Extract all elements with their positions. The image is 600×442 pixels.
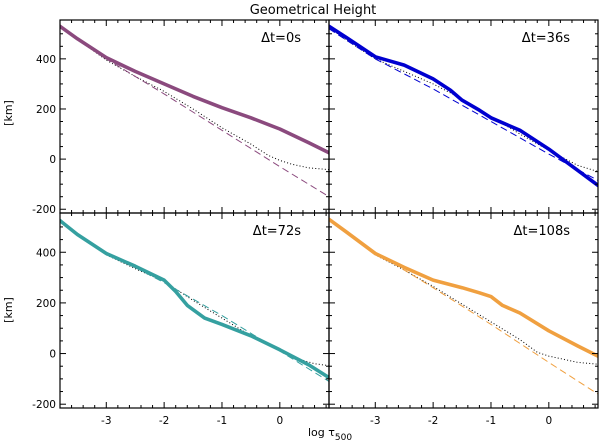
panel-4-lines [329, 217, 598, 395]
y-tick-label: 0 [49, 349, 56, 361]
y-tick-label: -200 [32, 399, 56, 411]
x-tick-label: 0 [545, 415, 552, 427]
y-tick-label: 400 [36, 54, 56, 66]
dashed-series [329, 28, 598, 181]
x-tick-label: -3 [101, 415, 111, 427]
y-tick-label: 200 [36, 298, 56, 310]
dashed-series [329, 220, 598, 395]
x-tick-label: -2 [428, 415, 438, 427]
chart-title: Geometrical Height [250, 3, 377, 18]
x-axis-label: log τ500 [308, 426, 352, 442]
dotted-series [60, 220, 329, 367]
svg-text:[km]: [km] [2, 297, 15, 323]
y-axis-label-top: [km] [2, 100, 15, 126]
x-tick-label: -1 [486, 415, 496, 427]
thick-series [329, 24, 598, 188]
x-tick-label: -2 [159, 415, 169, 427]
y-tick-label: 400 [36, 247, 56, 259]
panel-1: -200 0 200 400 Δt=0s [32, 19, 330, 216]
panel-label: Δt=108s [514, 224, 571, 239]
panels-layer: -200 0 200 400 Δt=0s Δt=36s -200 0 200 400 -3 -2 -1 0… [32, 19, 599, 427]
thick-series [60, 218, 329, 380]
x-tick-label: 0 [276, 415, 283, 427]
panel-frame [328, 19, 599, 214]
panel-label: Δt=0s [261, 31, 301, 46]
y-tick-label: -200 [32, 204, 56, 216]
panel-3-lines [60, 218, 329, 382]
y-axis-label-bottom: [km] [2, 297, 15, 323]
y-tick-label: 0 [49, 154, 56, 166]
panel-2-lines [329, 24, 598, 188]
y-tick-label: 200 [36, 104, 56, 116]
panel-4: -3 -2 -1 0 Δt=108s [328, 212, 599, 427]
panel-label: Δt=72s [253, 224, 301, 239]
panel-frame [59, 19, 330, 214]
panel-frame [328, 212, 599, 409]
thick-series [329, 217, 598, 358]
dotted-series [329, 218, 598, 365]
panel-3: -200 0 200 400 -3 -2 -1 0 Δt=72s [32, 212, 330, 427]
panel-2: Δt=36s [328, 19, 599, 214]
thick-series [60, 24, 329, 155]
x-tick-label: -1 [217, 415, 227, 427]
panel-1-lines [60, 24, 329, 198]
panel-label: Δt=36s [522, 31, 570, 46]
x-tick-label: -3 [370, 415, 380, 427]
svg-text:[km]: [km] [2, 100, 15, 126]
